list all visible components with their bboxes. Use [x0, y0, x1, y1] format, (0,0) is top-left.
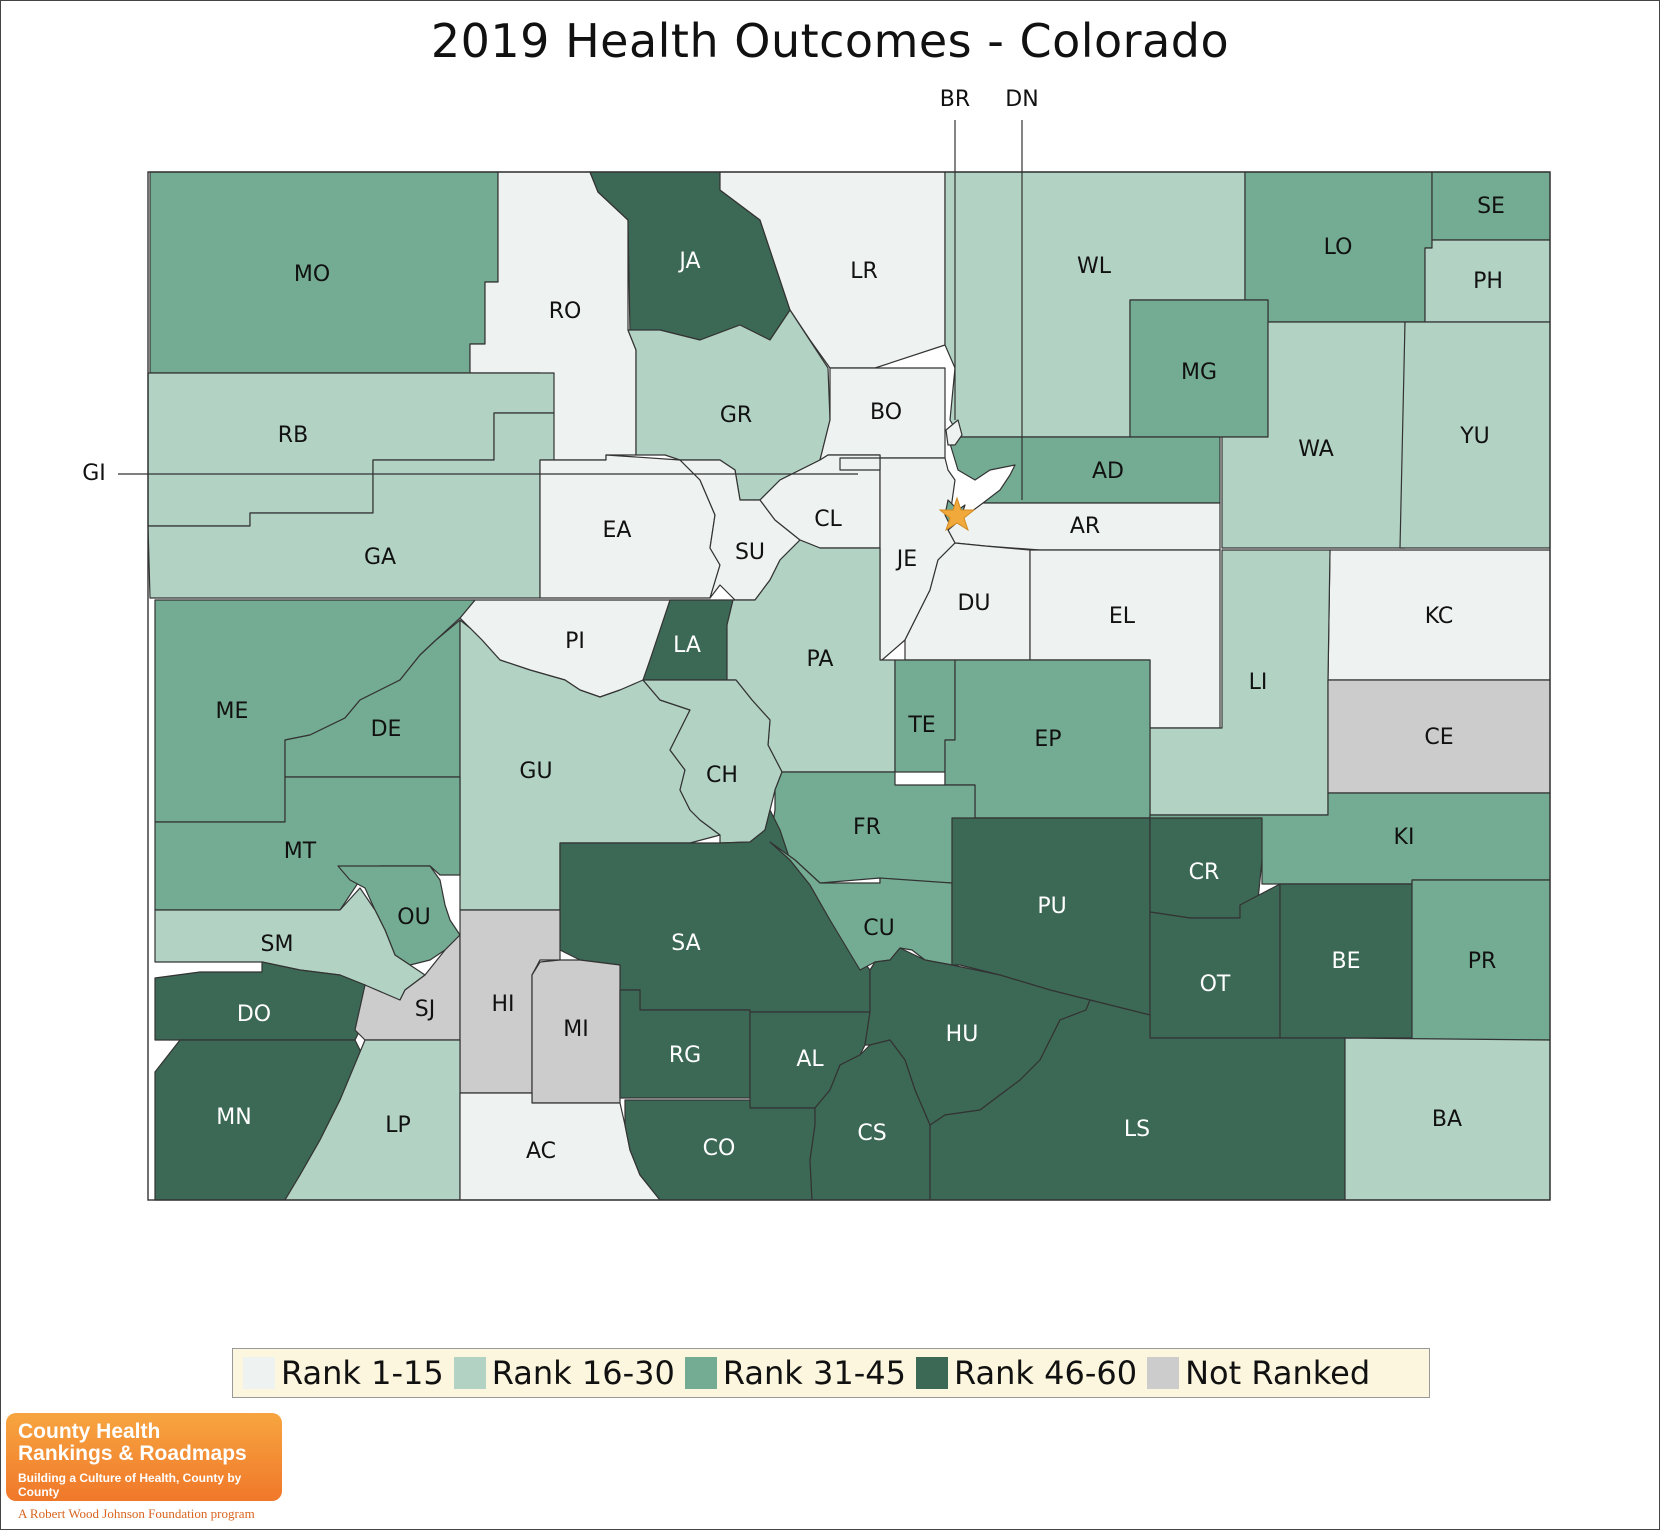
logo-line-2: Rankings & Roadmaps: [18, 1442, 247, 1465]
county-label-pr: PR: [1468, 949, 1497, 974]
county-label-li: LI: [1249, 670, 1268, 695]
county-label-ou: OU: [397, 905, 430, 930]
county-ad: [947, 436, 1221, 504]
county-ou: [337, 865, 461, 966]
legend-item: Rank 16-30: [453, 1354, 675, 1392]
county-label-mi: MI: [563, 1017, 588, 1042]
county-label-yu: YU: [1459, 424, 1490, 449]
county-label-cr: CR: [1189, 860, 1220, 885]
county-label-br: BR: [940, 87, 970, 112]
legend-item: Rank 46-60: [915, 1354, 1138, 1392]
county-label-ki: KI: [1394, 825, 1415, 850]
county-label-sj: SJ: [415, 997, 435, 1022]
county-label-pu: PU: [1037, 894, 1066, 919]
county-label-su: SU: [735, 540, 765, 565]
logo-tagline: Building a Culture of Health, County by …: [18, 1471, 242, 1499]
county-label-ar: AR: [1070, 514, 1100, 539]
legend: Rank 1-15 Rank 16-30 Rank 31-45 Rank 46-60 N…: [232, 1348, 1430, 1398]
legend-label: Rank 31-45: [722, 1354, 906, 1392]
county-label-ph: PH: [1473, 269, 1503, 294]
county-cu: [769, 841, 953, 971]
county-label-ga: GA: [364, 545, 396, 570]
county-gi: [839, 457, 881, 471]
legend-item: Rank 31-45: [684, 1354, 906, 1392]
county-label-kc: KC: [1425, 604, 1454, 629]
county-label-ep: EP: [1034, 727, 1061, 752]
county-label-cl: CL: [814, 507, 842, 532]
county-label-lr: LR: [850, 259, 878, 284]
county-label-ce: CE: [1424, 725, 1453, 750]
map-title: 2019 Health Outcomes - Colorado: [430, 14, 1230, 68]
county-label-ad: AD: [1092, 459, 1124, 484]
county-label-lp: LP: [385, 1113, 411, 1138]
county-br: [945, 419, 963, 446]
county-label-wa: WA: [1298, 437, 1334, 462]
county-label-gi: GI: [82, 461, 106, 486]
county-label-mt: MT: [284, 839, 317, 864]
county-label-ch: CH: [706, 763, 738, 788]
county-label-rg: RG: [669, 1043, 701, 1068]
legend-swatch: [684, 1357, 717, 1389]
county-label-pi: PI: [565, 629, 585, 654]
county-label-pa: PA: [807, 647, 834, 672]
county-label-mn: MN: [216, 1105, 251, 1130]
legend-swatch: [1147, 1357, 1180, 1389]
county-label-ac: AC: [526, 1139, 556, 1164]
county-label-ot: OT: [1200, 972, 1231, 997]
county-label-bo: BO: [870, 400, 902, 425]
county-label-ba: BA: [1432, 1107, 1462, 1132]
county-label-hi: HI: [491, 992, 514, 1017]
county-label-wl: WL: [1077, 254, 1112, 279]
county-label-se: SE: [1477, 194, 1505, 219]
county-label-lo: LO: [1324, 235, 1353, 260]
county-label-ja: JA: [677, 249, 700, 274]
county-label-du: DU: [957, 591, 990, 616]
county-label-sm: SM: [261, 932, 294, 957]
county-label-cs: CS: [857, 1121, 886, 1146]
county-rg: [619, 989, 751, 1099]
county-label-mo: MO: [294, 262, 330, 287]
county-label-la: LA: [673, 633, 701, 658]
capital-star-icon: [938, 496, 976, 532]
state-border: [147, 171, 1551, 1201]
legend-swatch: [453, 1357, 486, 1389]
county-label-gu: GU: [519, 759, 552, 784]
logo-line-1: County Health: [18, 1420, 161, 1443]
county-label-hu: HU: [946, 1022, 979, 1047]
county-label-cu: CU: [863, 916, 894, 941]
county-lp: [284, 1039, 461, 1201]
county-label-be: BE: [1332, 949, 1361, 974]
county-label-co: CO: [703, 1136, 736, 1161]
county-label-rb: RB: [278, 423, 308, 448]
foundation-credit: A Robert Wood Johnson Foundation program: [18, 1506, 255, 1521]
legend-swatch: [243, 1357, 275, 1389]
legend-item: Not Ranked: [1147, 1354, 1370, 1392]
county-label-do: DO: [237, 1002, 271, 1027]
county-label-ea: EA: [603, 518, 632, 543]
county-label-de: DE: [371, 717, 402, 742]
county-label-ls: LS: [1124, 1117, 1150, 1142]
county-label-te: TE: [907, 713, 935, 738]
legend-label: Not Ranked: [1185, 1354, 1371, 1392]
county-label-me: ME: [216, 699, 249, 724]
county-sj: [354, 934, 461, 1041]
legend-item: Rank 1-15: [243, 1354, 444, 1392]
legend-label: Rank 46-60: [953, 1354, 1138, 1392]
county-label-fr: FR: [853, 815, 881, 840]
county-label-sa: SA: [671, 931, 700, 956]
county-label-el: EL: [1109, 604, 1136, 629]
county-label-dn: DN: [1005, 87, 1038, 112]
county-label-ro: RO: [549, 299, 582, 324]
legend-swatch: [915, 1357, 948, 1389]
legend-label: Rank 16-30: [491, 1354, 675, 1392]
county-label-je: JE: [895, 547, 917, 572]
chrr-logo: County Health Rankings & Roadmaps Buildi…: [6, 1413, 282, 1501]
legend-label: Rank 1-15: [281, 1354, 444, 1392]
county-label-mg: MG: [1181, 360, 1217, 385]
county-cs: [809, 1039, 931, 1201]
county-label-al: AL: [796, 1047, 824, 1072]
county-label-gr: GR: [720, 403, 752, 428]
colorado-county-map: MO RO JA LR WL LO SE PH RB GR BO MG WA YU GA EA SU CL AD AR…: [82, 87, 1551, 1201]
